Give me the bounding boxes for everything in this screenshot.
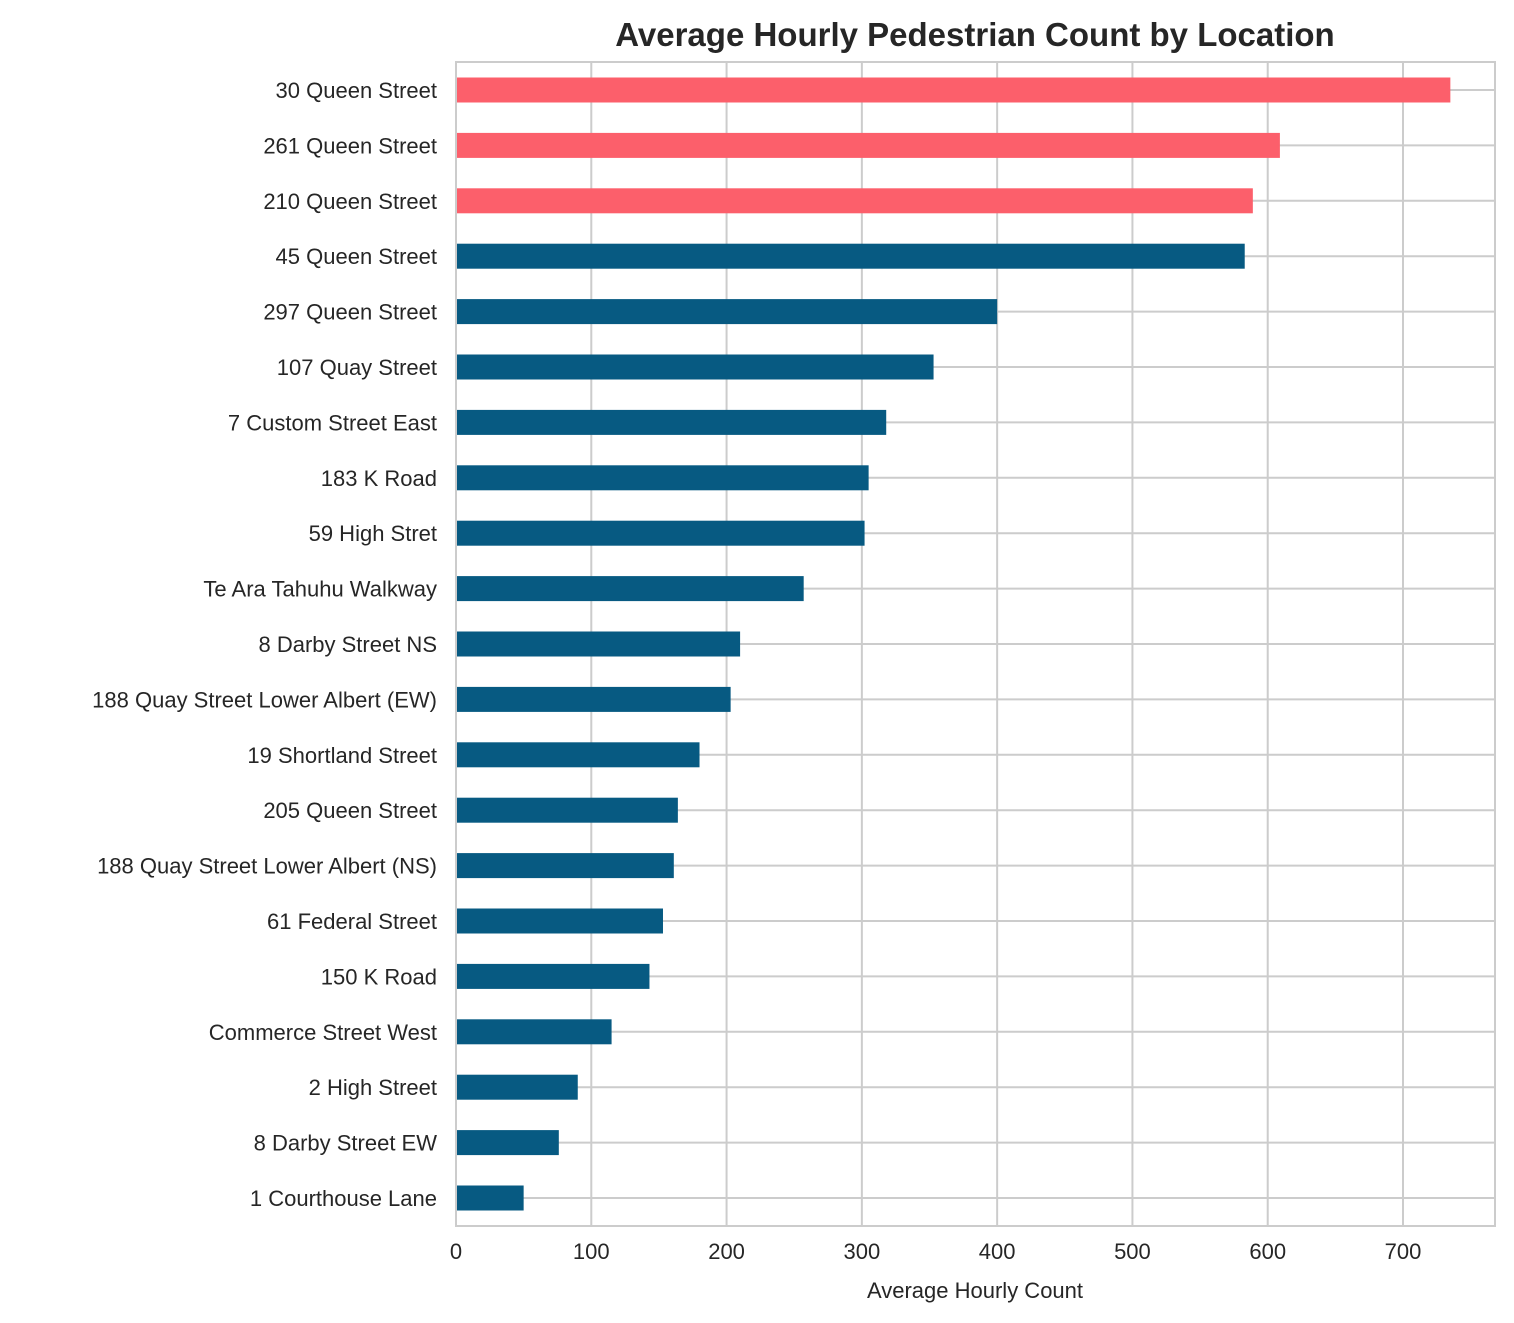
y-tick-label: 1 Courthouse Lane (250, 1186, 437, 1211)
bar (457, 908, 663, 934)
x-tick-label: 0 (450, 1239, 462, 1264)
bar (457, 354, 934, 380)
bars (457, 77, 1451, 1211)
y-tick-label: 61 Federal Street (267, 909, 437, 934)
bar (457, 1185, 524, 1211)
x-tick-label: 100 (573, 1239, 610, 1264)
bar (457, 520, 865, 546)
y-tick-label: 59 High Stret (309, 521, 437, 546)
bar (457, 686, 731, 712)
y-tick-label: 107 Quay Street (277, 355, 437, 380)
plot-frame (455, 61, 1496, 1227)
y-tick-label: 150 K Road (321, 964, 437, 989)
bar (457, 576, 804, 602)
y-tick-label: 188 Quay Street Lower Albert (NS) (97, 854, 437, 879)
bar (457, 132, 1280, 158)
y-tick-label: 30 Queen Street (276, 78, 437, 103)
bar (457, 853, 674, 879)
y-tick-label: 45 Queen Street (276, 244, 437, 269)
y-tick-label: 210 Queen Street (263, 189, 437, 214)
chart-title: Average Hourly Pedestrian Count by Locat… (615, 16, 1334, 53)
bar (457, 465, 869, 491)
x-tick-label: 300 (844, 1239, 881, 1264)
y-tick-label: 7 Custom Street East (228, 410, 437, 435)
bar (457, 77, 1451, 103)
y-tick-label: 183 K Road (321, 466, 437, 491)
y-tick-label: 297 Queen Street (263, 300, 437, 325)
bar (457, 188, 1253, 214)
bar (457, 243, 1245, 269)
y-tick-label: 8 Darby Street NS (258, 632, 437, 657)
bar (457, 1130, 559, 1156)
bar (457, 1074, 578, 1100)
x-axis-label: Average Hourly Count (867, 1278, 1083, 1303)
x-tick-label: 700 (1385, 1239, 1422, 1264)
bar (457, 631, 741, 657)
x-tick-labels: 0 100 200 300 400 500 600 700 (450, 1239, 1421, 1264)
x-tick-label: 500 (1114, 1239, 1151, 1264)
x-tick-label: 600 (1249, 1239, 1286, 1264)
bar (457, 742, 700, 768)
x-tick-label: 200 (708, 1239, 745, 1264)
y-tick-label: 205 Queen Street (263, 798, 437, 823)
y-tick-label: 188 Quay Street Lower Albert (EW) (92, 687, 437, 712)
y-tick-label: 19 Shortland Street (247, 743, 437, 768)
y-tick-label: 8 Darby Street EW (254, 1131, 438, 1156)
y-tick-labels: 30 Queen Street 261 Queen Street 210 Queen… (92, 78, 437, 1211)
bar (457, 963, 650, 989)
x-tick-label: 400 (979, 1239, 1016, 1264)
bar (457, 797, 678, 823)
y-tick-label: 2 High Street (309, 1075, 437, 1100)
y-tick-label: 261 Queen Street (263, 133, 437, 158)
bar (457, 299, 998, 325)
y-tick-label: Commerce Street West (209, 1020, 437, 1045)
bar (457, 409, 887, 435)
y-tick-label: Te Ara Tahuhu Walkway (203, 577, 437, 602)
bar (457, 1019, 612, 1045)
